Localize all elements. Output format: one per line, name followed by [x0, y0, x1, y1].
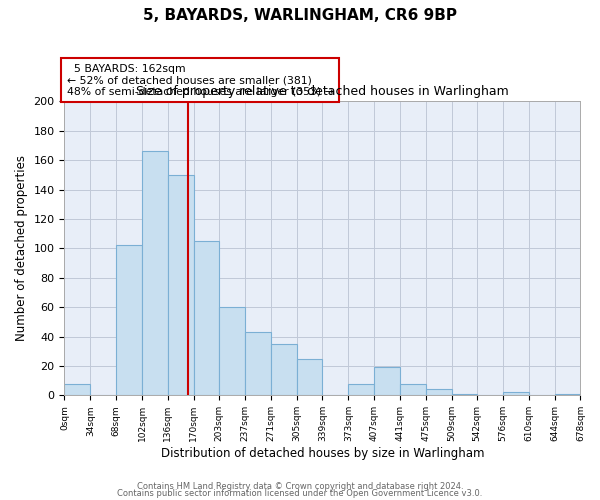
Bar: [296, 358, 322, 396]
Bar: [219, 307, 245, 396]
Title: Size of property relative to detached houses in Warlingham: Size of property relative to detached ho…: [136, 84, 509, 98]
Bar: [554, 394, 580, 396]
Text: 5, BAYARDS, WARLINGHAM, CR6 9BP: 5, BAYARDS, WARLINGHAM, CR6 9BP: [143, 8, 457, 22]
Bar: [64, 384, 90, 396]
Text: Contains HM Land Registry data © Crown copyright and database right 2024.: Contains HM Land Registry data © Crown c…: [137, 482, 463, 491]
Text: Contains public sector information licensed under the Open Government Licence v3: Contains public sector information licen…: [118, 489, 482, 498]
Bar: [349, 384, 374, 396]
X-axis label: Distribution of detached houses by size in Warlingham: Distribution of detached houses by size …: [161, 447, 484, 460]
Bar: [503, 392, 529, 396]
Bar: [245, 332, 271, 396]
Bar: [271, 344, 296, 396]
Text: 5 BAYARDS: 162sqm
← 52% of detached houses are smaller (381)
48% of semi-detache: 5 BAYARDS: 162sqm ← 52% of detached hous…: [67, 64, 334, 97]
Bar: [116, 246, 142, 396]
Bar: [426, 390, 452, 396]
Bar: [452, 394, 477, 396]
Bar: [374, 368, 400, 396]
Bar: [400, 384, 426, 396]
Bar: [194, 241, 219, 396]
Bar: [168, 175, 194, 396]
Y-axis label: Number of detached properties: Number of detached properties: [15, 156, 28, 342]
Bar: [142, 152, 168, 396]
